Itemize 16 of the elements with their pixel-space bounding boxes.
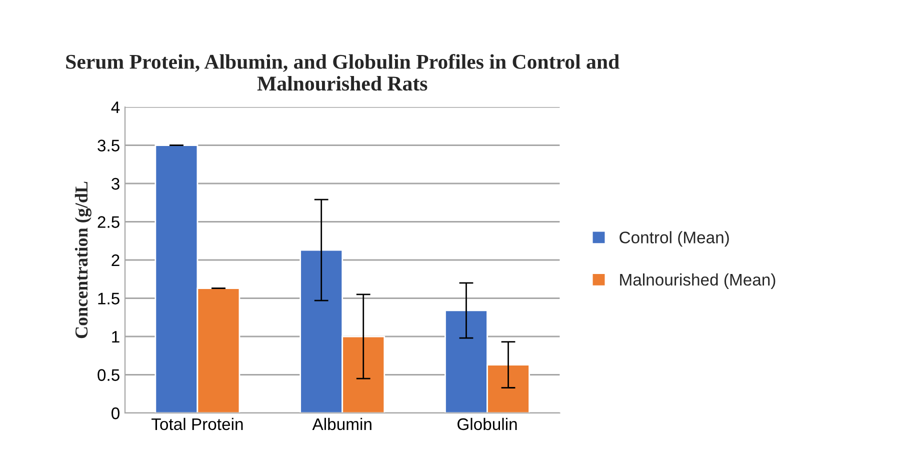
y-tick-label: 3.5 [98, 140, 120, 152]
y-tick-label: 2.5 [98, 216, 120, 228]
x-tick-label: Albumin [312, 418, 372, 430]
legend-label: Control (Mean) [620, 231, 729, 247]
y-tick-label: 0 [112, 407, 120, 420]
x-tick-label: Globulin [458, 418, 517, 430]
chart-title: Serum Protein, Albumin, and Globulin Profiles in Control and Malnourished Rats [66, 54, 620, 91]
y-tick-label: 1.5 [98, 292, 120, 304]
x-tick-label: Total Protein [152, 418, 243, 430]
legend-label: Malnourished (Mean) [620, 273, 776, 289]
y-tick-label: 0.5 [98, 369, 120, 381]
y-tick-label: 4 [111, 102, 120, 114]
y-tick-label: 3 [112, 178, 120, 190]
y-tick-label: 1 [112, 331, 120, 343]
y-tick-label: 2 [112, 254, 120, 266]
y-axis-title: Concentration (g/dL [74, 182, 92, 338]
